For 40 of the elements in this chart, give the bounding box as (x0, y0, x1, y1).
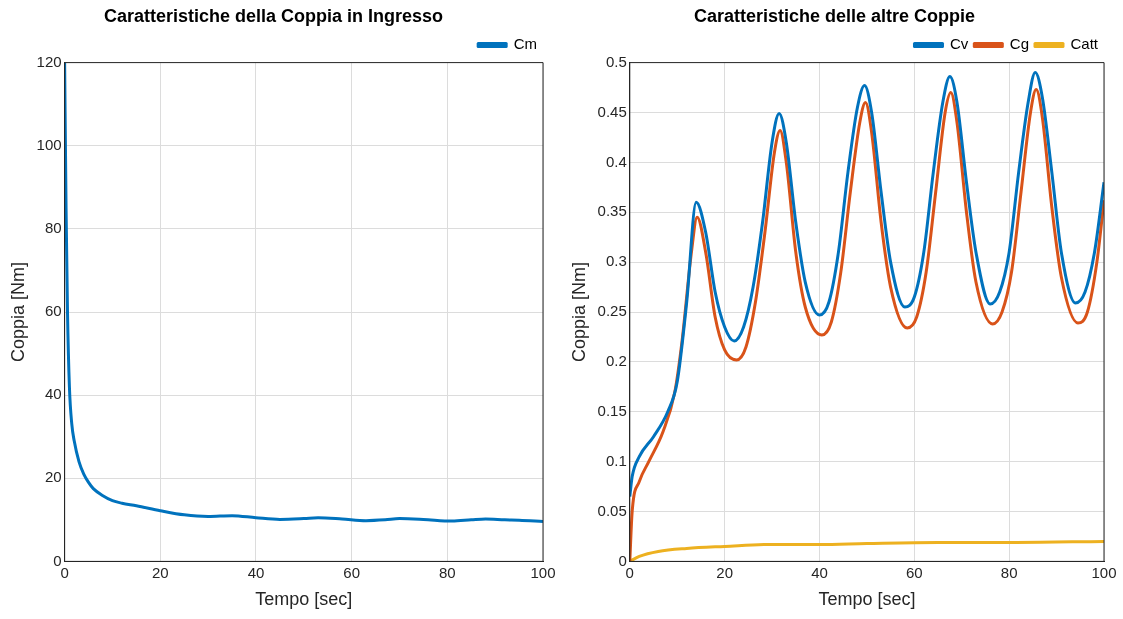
y-tick-label: 100 (36, 135, 62, 153)
y-tick-label: 0.2 (605, 352, 627, 370)
x-tick-label: 20 (716, 563, 733, 581)
y-tick-label: 0.05 (597, 501, 627, 519)
y-tick-label: 0.5 (605, 52, 627, 70)
y-tick-label: 0.4 (605, 152, 627, 170)
x-tick-label: 20 (151, 563, 169, 581)
x-tick-label: 60 (905, 563, 923, 581)
y-tick-label: 80 (44, 219, 62, 237)
y-tick-label: 40 (44, 385, 62, 403)
line-series (64, 62, 543, 523)
legend-label: Catt (1070, 35, 1099, 53)
x-axis-title: Tempo [sec] (818, 589, 916, 610)
y-tick-label: 0 (53, 551, 62, 569)
x-axis-title: Tempo [sec] (255, 589, 353, 610)
y-tick-label: 0.45 (597, 102, 627, 120)
legend-label: Cg (1009, 35, 1029, 53)
x-tick-label: 80 (438, 563, 456, 581)
y-axis-title: Coppia [Nm] (7, 261, 28, 363)
legend-label: Cv (949, 35, 969, 53)
y-tick-label: 20 (44, 468, 62, 486)
chart-title: Caratteristiche delle altre Coppie (693, 5, 976, 26)
y-tick-label: 0.3 (605, 252, 627, 270)
chart-title: Caratteristiche della Coppia in Ingresso (103, 5, 444, 26)
line-series (629, 71, 1104, 499)
y-tick-label: 0 (618, 551, 627, 569)
y-tick-label: 120 (36, 52, 62, 70)
y-axis-title: Coppia [Nm] (568, 261, 589, 363)
x-tick-label: 40 (811, 563, 828, 581)
y-tick-label: 0.1 (605, 451, 627, 469)
x-tick-label: 100 (1091, 563, 1117, 581)
x-tick-label: 100 (530, 563, 556, 581)
x-tick-label: 40 (247, 563, 265, 581)
legend-label: Cm (513, 35, 537, 53)
x-tick-label: 80 (1000, 563, 1018, 581)
y-tick-label: 0.25 (597, 302, 627, 320)
y-tick-label: 0.35 (597, 202, 627, 220)
y-tick-label: 60 (44, 302, 62, 320)
y-tick-label: 0.15 (597, 401, 627, 419)
x-tick-label: 60 (343, 563, 360, 581)
